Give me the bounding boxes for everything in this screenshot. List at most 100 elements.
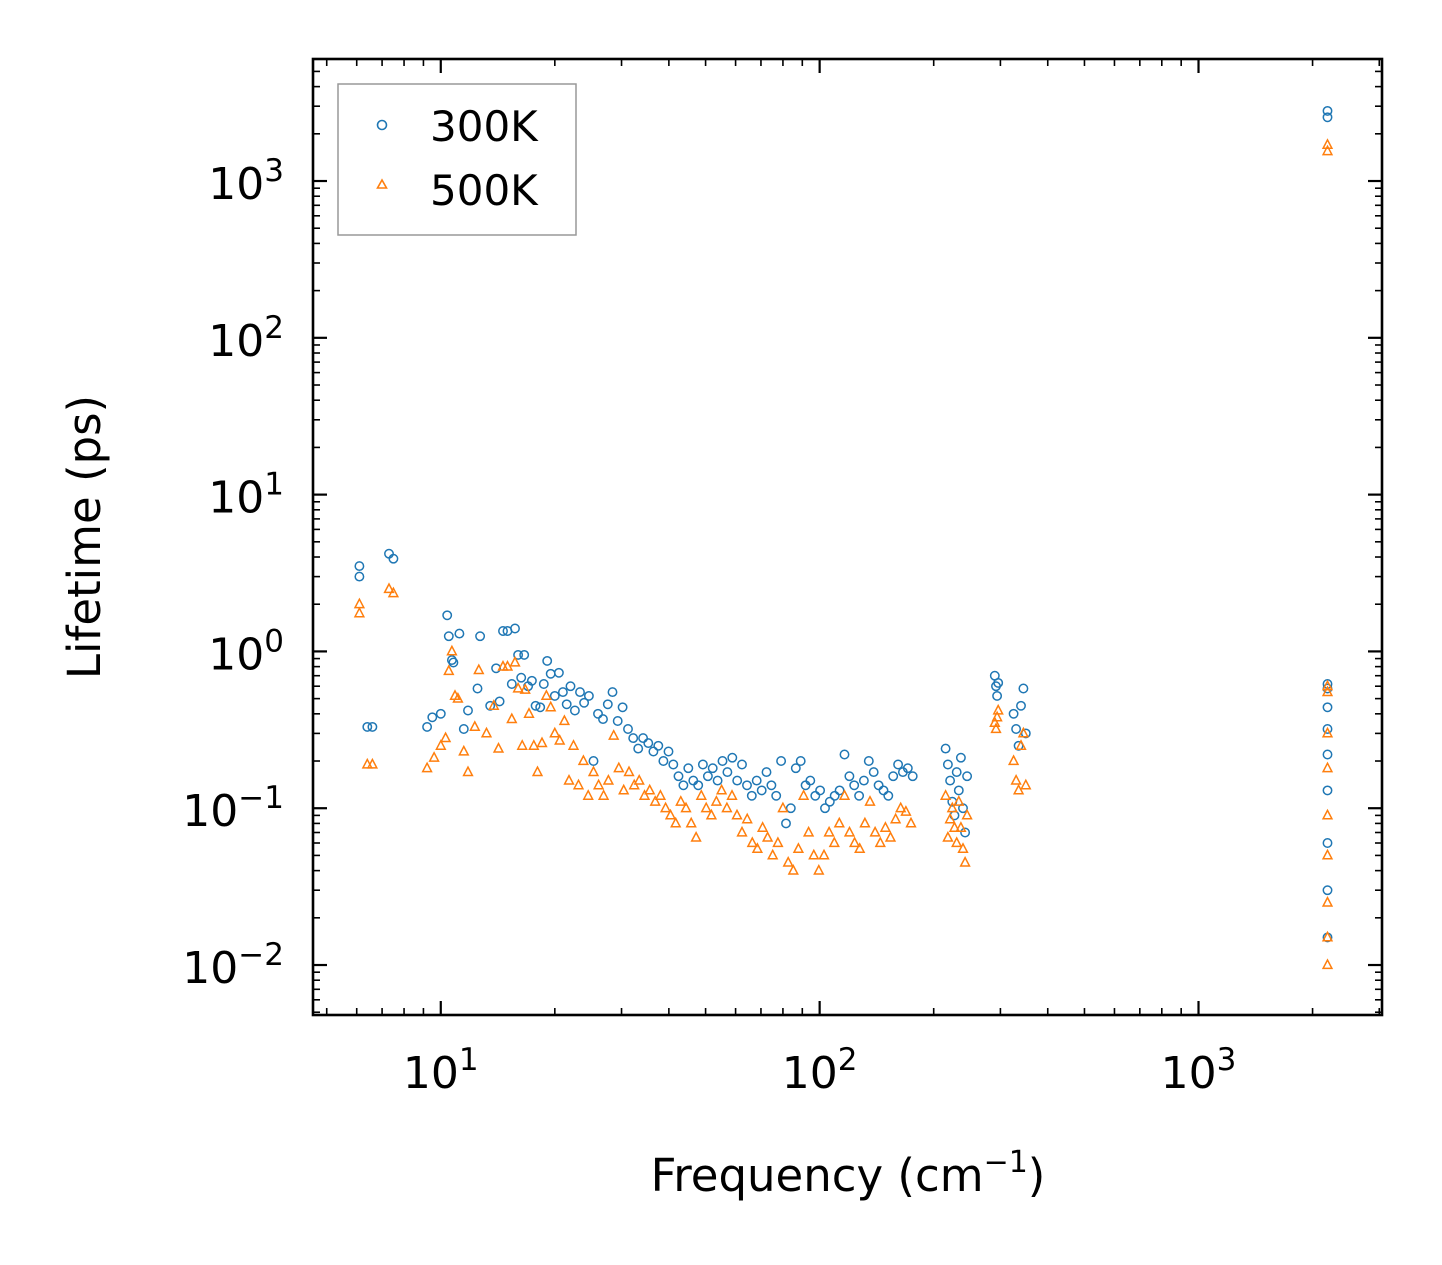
point-300K <box>742 780 752 791</box>
point-500K <box>1010 773 1022 785</box>
point-500K <box>563 773 575 785</box>
point-500K <box>741 812 753 824</box>
point-300K <box>458 724 469 734</box>
point-500K <box>736 825 748 837</box>
point-300K <box>888 771 899 782</box>
point-300K <box>588 756 599 766</box>
point-300K <box>942 759 953 770</box>
point-300K <box>1322 885 1333 896</box>
x-tick-label: 101 <box>403 1042 479 1099</box>
y-tick-label: 102 <box>208 310 284 367</box>
point-300K <box>955 752 966 763</box>
point-300K <box>579 697 590 708</box>
point-300K <box>951 767 962 778</box>
point-500K <box>690 830 702 842</box>
plot-frame <box>311 57 1384 1017</box>
point-500K <box>1321 144 1334 156</box>
point-300K <box>448 657 459 668</box>
point-500K <box>644 783 656 795</box>
point-300K <box>1322 785 1333 796</box>
point-500K <box>602 773 615 785</box>
y-axis-label: Lifetime (ps) <box>58 395 111 679</box>
point-300K <box>542 655 553 666</box>
point-500K <box>1321 930 1334 942</box>
point-500K <box>1020 778 1032 790</box>
point-500K <box>990 722 1002 734</box>
point-500K <box>792 842 805 854</box>
point-500K <box>383 582 395 594</box>
point-500K <box>710 795 723 806</box>
point-500K <box>582 789 594 800</box>
point-300K <box>442 610 453 621</box>
point-500K <box>638 789 651 800</box>
point-300K <box>785 803 796 814</box>
point-500K <box>439 731 452 743</box>
point-300K <box>673 771 684 782</box>
point-300K <box>612 716 623 726</box>
point-300K <box>868 767 879 778</box>
tick-labels: 101 102 103 10−2 10−1 100 101 102 103 <box>182 153 1236 1099</box>
point-500K <box>838 789 851 800</box>
point-500K <box>946 801 958 813</box>
point-500K <box>944 812 956 824</box>
point-300K <box>854 790 865 801</box>
point-500K <box>782 855 794 867</box>
y-tick-label: 10−1 <box>182 780 284 837</box>
point-500K <box>948 821 961 832</box>
point-500K <box>462 765 474 777</box>
point-300K <box>992 690 1003 701</box>
point-300K <box>945 775 956 786</box>
point-300K <box>1018 683 1029 694</box>
point-300K <box>962 771 973 782</box>
point-300K <box>1008 708 1019 719</box>
point-500K <box>992 703 1004 715</box>
point-500K <box>519 683 531 694</box>
point-300K <box>561 699 572 710</box>
point-500K <box>446 644 458 656</box>
point-300K <box>834 785 845 796</box>
point-300K <box>553 667 564 678</box>
point-500K <box>957 842 969 854</box>
y-tick-label: 101 <box>208 467 284 524</box>
point-300K <box>633 743 644 754</box>
legend-marker-300K <box>376 119 388 131</box>
point-300K <box>658 756 669 766</box>
point-500K <box>1017 726 1030 738</box>
point-500K <box>889 812 902 824</box>
point-300K <box>427 712 438 723</box>
point-500K <box>767 848 779 860</box>
point-300K <box>668 759 679 770</box>
point-500K <box>549 726 561 738</box>
point-500K <box>777 801 789 813</box>
point-300K <box>683 763 694 774</box>
point-300K <box>907 771 918 782</box>
point-300K <box>472 683 483 694</box>
point-300K <box>693 780 704 791</box>
point-300K <box>475 631 486 642</box>
point-300K <box>583 690 594 701</box>
point-300K <box>761 767 772 778</box>
point-300K <box>638 733 649 744</box>
point-500K <box>545 700 557 712</box>
point-500K <box>726 789 738 800</box>
point-300K <box>538 679 549 689</box>
point-300K <box>805 775 816 786</box>
point-500K <box>715 783 728 795</box>
point-300K <box>839 749 850 760</box>
point-300K <box>824 796 835 807</box>
point-500K <box>492 741 505 753</box>
legend-marker-500K <box>376 178 388 189</box>
point-300K <box>617 702 628 713</box>
point-300K <box>575 687 585 698</box>
point-500K <box>501 659 514 671</box>
point-300K <box>776 756 787 766</box>
point-500K <box>797 789 810 800</box>
point-500K <box>864 795 876 806</box>
point-500K <box>808 848 820 860</box>
point-500K <box>587 765 600 777</box>
point-300K <box>722 767 733 778</box>
point-300K <box>1322 112 1333 123</box>
point-300K <box>519 649 530 660</box>
point-500K <box>558 714 571 726</box>
